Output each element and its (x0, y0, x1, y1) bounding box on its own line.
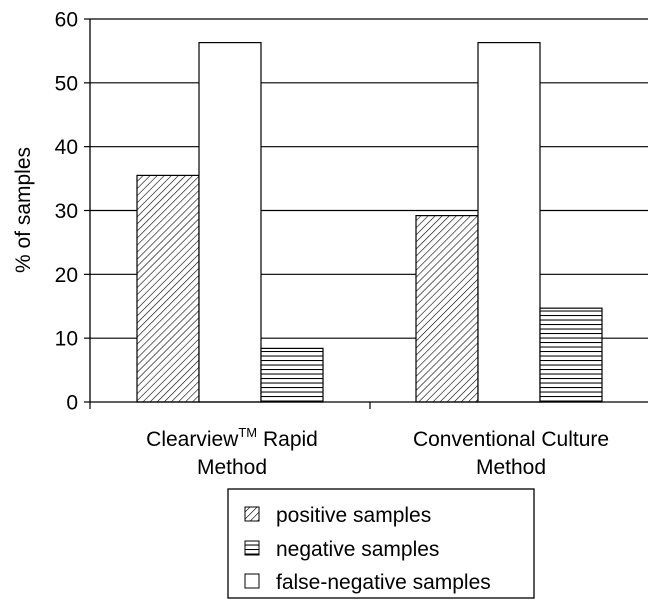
category-label-1-name: Clearview (146, 428, 239, 451)
y-axis-label: % of samples (12, 147, 35, 273)
legend-swatch-false-negative (244, 573, 260, 589)
legend-swatch-negative (244, 540, 260, 556)
bar-negative-samples-2 (539, 307, 603, 403)
y-tick-label-0: 0 (66, 392, 78, 415)
y-tick-label-10: 10 (55, 328, 78, 351)
legend: positive samples negative samples false-… (227, 488, 535, 599)
legend-label-false-negative: false-negative samples (276, 571, 491, 594)
category-label-2: Conventional Culture (413, 428, 609, 451)
y-tick-labels: 0 10 20 30 40 50 60 (55, 9, 78, 415)
category-label-2-line2: Method (476, 456, 546, 479)
y-tick-label-20: 20 (55, 264, 78, 287)
y-tick-label-50: 50 (55, 72, 78, 95)
bar-negative-samples-1 (260, 347, 324, 403)
legend-box (227, 488, 535, 599)
category-label-1-line2: Method (197, 456, 267, 479)
y-tick-label-30: 30 (55, 200, 78, 223)
axes (84, 18, 648, 409)
bars (136, 42, 603, 403)
bar-positive-samples-1 (136, 174, 200, 403)
category-label-1-superscript: TM (238, 425, 257, 440)
category-label-1-rest: Rapid (257, 428, 318, 451)
legend-label-negative: negative samples (276, 538, 439, 561)
y-tick-label-40: 40 (55, 136, 78, 159)
y-tick-label-60: 60 (55, 9, 78, 32)
bar-positive-samples-2 (415, 215, 479, 403)
bar-false-negative-samples-2 (477, 42, 541, 403)
legend-swatch-positive (244, 506, 260, 522)
category-label-1: ClearviewTM Rapid (146, 425, 318, 451)
bar-false-negative-samples-1 (198, 42, 262, 403)
legend-label-positive: positive samples (276, 504, 431, 527)
